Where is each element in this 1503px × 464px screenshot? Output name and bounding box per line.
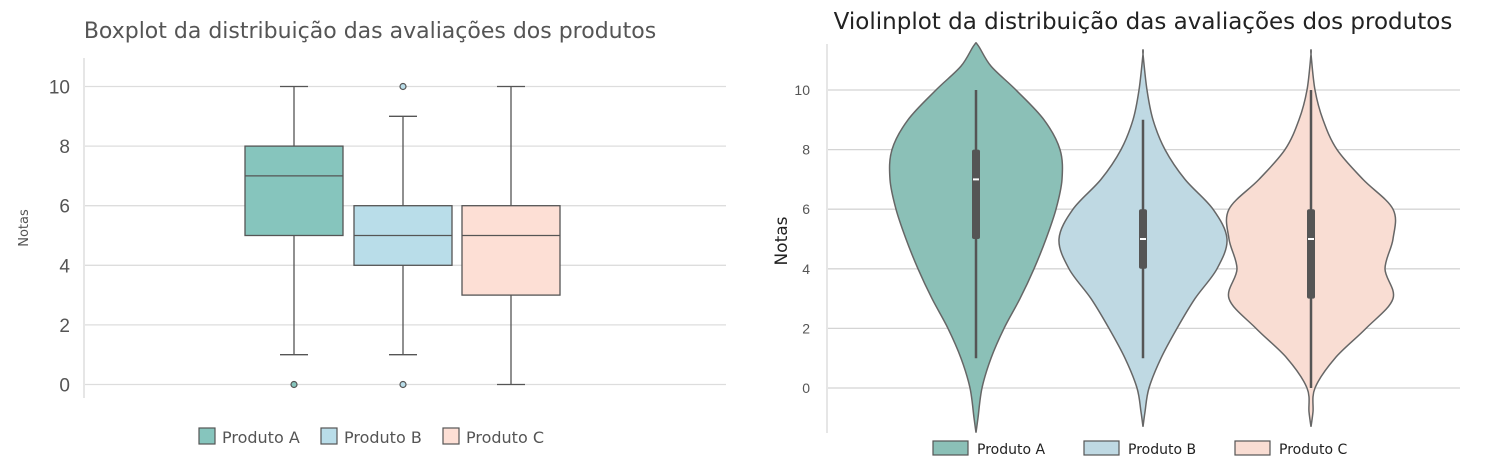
boxplot-outlier — [399, 380, 407, 389]
violinplot-title: Violinplot da distribuição das avaliaçõe… — [834, 9, 1453, 35]
boxplot-legend: Produto A Produto B Produto C — [198, 427, 544, 447]
violinplot-y-ticks: 0 2 4 6 8 10 — [794, 82, 810, 396]
boxplot-box — [244, 145, 344, 237]
boxplot-legend-label: Produto A — [222, 428, 300, 447]
violinplot-y-tick-label: 2 — [802, 320, 810, 336]
boxplot-y-tick-label: 6 — [59, 197, 70, 218]
boxplot-box-group — [461, 85, 561, 386]
boxplot-box-group — [244, 85, 344, 389]
violin-iqr-bar — [1307, 209, 1315, 299]
violinplot-y-label: Notas — [772, 216, 792, 265]
boxplot-legend-label: Produto B — [344, 428, 422, 447]
boxplot-y-tick-label: 0 — [59, 376, 70, 397]
violinplot-legend-swatch — [1234, 440, 1271, 456]
boxplot-legend-swatch — [442, 427, 460, 445]
violinplot-y-tick-label: 6 — [802, 201, 810, 217]
boxplot-y-ticks: 0 2 4 6 8 10 — [49, 78, 71, 397]
violinplot-y-tick-label: 10 — [794, 82, 810, 98]
boxplot-y-label: Notas — [17, 209, 32, 247]
violinplot-legend-swatch — [1083, 440, 1120, 456]
boxplot-box — [461, 205, 561, 296]
violinplot-legend-label: Produto A — [977, 442, 1045, 458]
violinplot-chart: Violinplot da distribuição das avaliaçõe… — [772, 9, 1460, 458]
boxplot-legend-label: Produto C — [466, 428, 544, 447]
boxplot-chart: Boxplot da distribuição das avaliações d… — [17, 19, 726, 447]
boxplot-y-tick-label: 2 — [59, 316, 70, 337]
boxplot-title: Boxplot da distribuição das avaliações d… — [84, 19, 656, 44]
violinplot-legend-label: Produto B — [1128, 442, 1196, 458]
boxplot-y-tick-label: 10 — [49, 78, 70, 99]
violinplot-violins — [888, 41, 1397, 433]
boxplot-y-tick-label: 8 — [59, 137, 70, 158]
boxplot-legend-swatch — [320, 427, 338, 445]
violin-iqr-bar — [972, 149, 980, 239]
boxplot-outlier — [290, 380, 298, 389]
boxplot-box-group — [353, 82, 453, 389]
violin-group — [888, 41, 1064, 433]
violin-group — [1058, 49, 1228, 427]
violinplot-legend-swatch — [932, 440, 969, 456]
violin-group — [1225, 49, 1397, 427]
violinplot-legend: Produto A Produto B Produto C — [932, 440, 1347, 458]
boxplot-y-tick-label: 4 — [59, 256, 70, 277]
boxplot-outlier — [399, 82, 407, 91]
violinplot-legend-label: Produto C — [1279, 442, 1347, 458]
violinplot-y-tick-label: 0 — [802, 380, 810, 396]
violinplot-y-tick-label: 8 — [802, 142, 810, 158]
boxplot-boxes — [244, 82, 561, 389]
violinplot-y-tick-label: 4 — [802, 261, 810, 277]
boxplot-legend-swatch — [198, 427, 216, 445]
